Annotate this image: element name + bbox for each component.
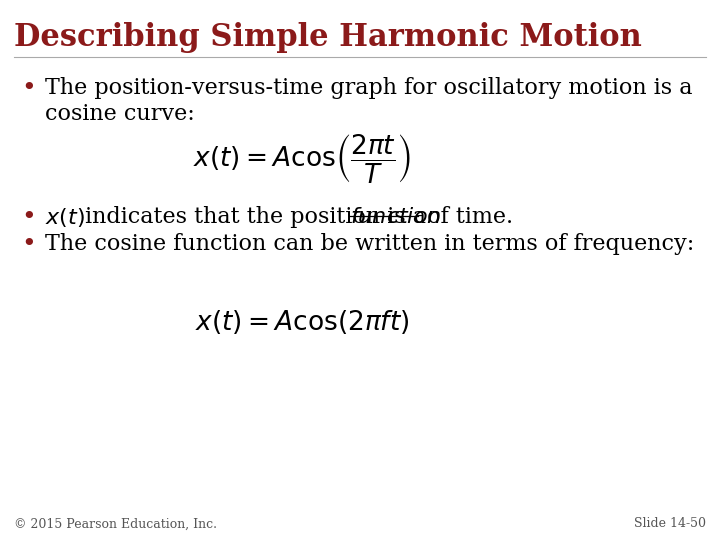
Text: •: • bbox=[22, 77, 36, 100]
Text: © 2015 Pearson Education, Inc.: © 2015 Pearson Education, Inc. bbox=[14, 517, 217, 530]
Text: The cosine function can be written in terms of frequency:: The cosine function can be written in te… bbox=[45, 233, 694, 255]
Text: of time.: of time. bbox=[420, 206, 513, 228]
Text: •: • bbox=[22, 206, 36, 230]
Text: The position-versus-time graph for oscillatory motion is a: The position-versus-time graph for oscil… bbox=[45, 77, 692, 99]
Text: Describing Simple Harmonic Motion: Describing Simple Harmonic Motion bbox=[14, 22, 642, 52]
Text: Slide 14-50: Slide 14-50 bbox=[634, 517, 706, 530]
Text: $x(t) = A\cos(2\pi ft)$: $x(t) = A\cos(2\pi ft)$ bbox=[195, 308, 410, 336]
Text: $x(t) = A\cos\!\left(\dfrac{2\pi t}{T}\right)$: $x(t) = A\cos\!\left(\dfrac{2\pi t}{T}\r… bbox=[194, 132, 411, 185]
Text: $x(t)$: $x(t)$ bbox=[45, 206, 84, 230]
Text: cosine curve:: cosine curve: bbox=[45, 103, 194, 125]
Text: indicates that the position is a: indicates that the position is a bbox=[78, 206, 433, 228]
Text: $\mathit{function}$: $\mathit{function}$ bbox=[350, 206, 441, 228]
Text: •: • bbox=[22, 233, 36, 256]
